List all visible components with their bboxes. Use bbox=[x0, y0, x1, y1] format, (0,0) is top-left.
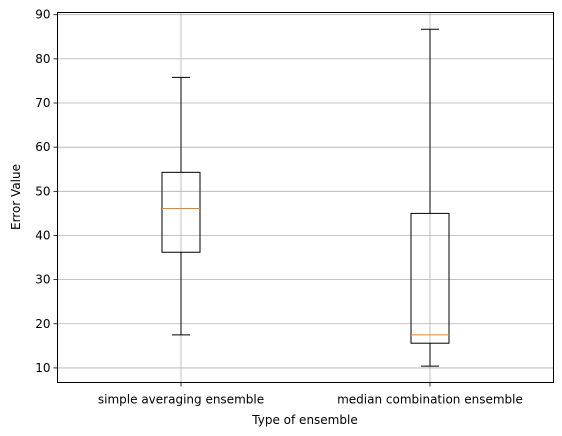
y-tick-label: 80 bbox=[35, 52, 50, 66]
y-tick-label: 10 bbox=[35, 361, 50, 375]
box-2 bbox=[410, 28, 450, 367]
x-axis-ticks: simple averaging ensemble median combinat… bbox=[98, 382, 523, 407]
y-tick-label: 30 bbox=[35, 273, 50, 287]
x-tick-label: simple averaging ensemble bbox=[98, 393, 264, 407]
y-tick-label: 90 bbox=[35, 8, 50, 22]
y-axis-ticks: 10 20 30 40 50 60 70 80 90 bbox=[35, 8, 58, 375]
box-1 bbox=[161, 76, 201, 336]
plot-frame bbox=[57, 12, 554, 383]
grid-lines bbox=[57, 12, 554, 383]
x-tick-label: median combination ensemble bbox=[337, 393, 523, 407]
y-tick-label: 40 bbox=[35, 228, 50, 242]
y-tick-label: 60 bbox=[35, 140, 50, 154]
boxes bbox=[161, 28, 450, 367]
iqr-box bbox=[161, 171, 201, 253]
y-axis-label: Error Value bbox=[9, 164, 23, 230]
x-axis-label: Type of ensemble bbox=[251, 413, 357, 427]
y-tick-label: 50 bbox=[35, 184, 50, 198]
iqr-box bbox=[410, 212, 450, 344]
y-tick-label: 70 bbox=[35, 96, 50, 110]
y-tick-label: 20 bbox=[35, 317, 50, 331]
